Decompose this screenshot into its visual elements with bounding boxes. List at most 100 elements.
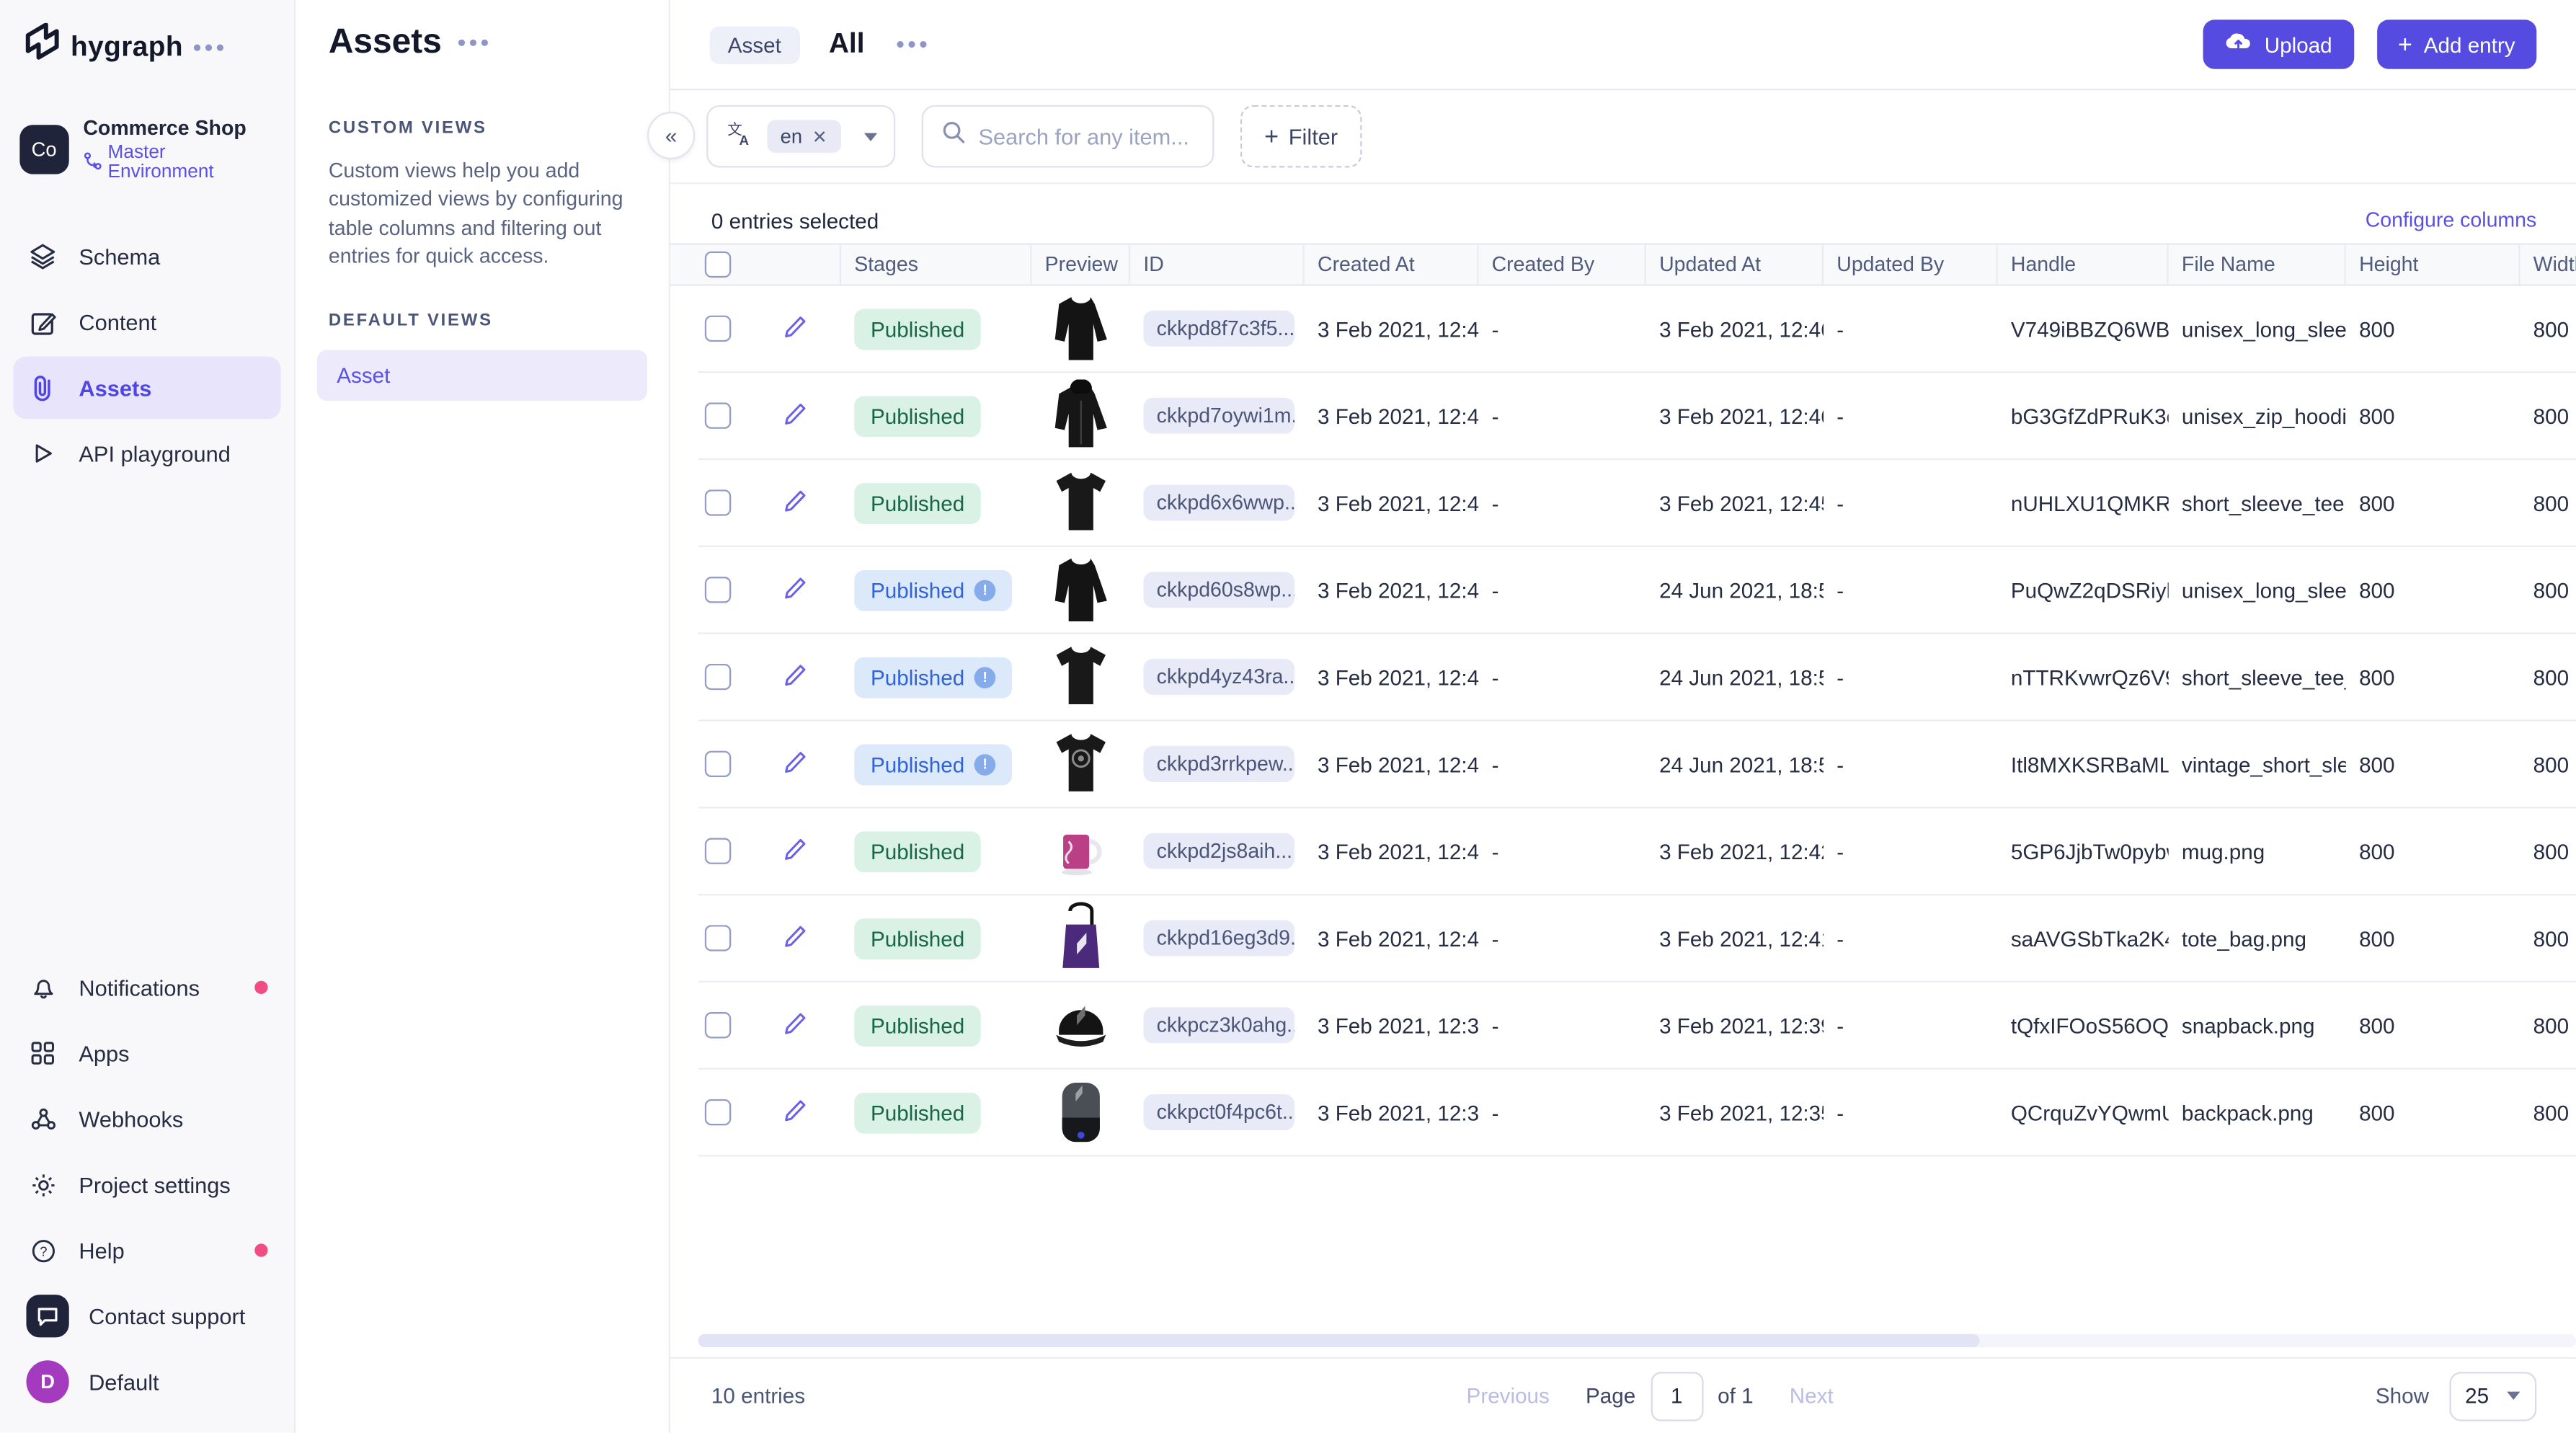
sidebar-item-user[interactable]: D Default bbox=[13, 1351, 281, 1414]
project-switcher[interactable]: Co Commerce Shop Master Environment bbox=[0, 117, 294, 182]
edit-cell[interactable] bbox=[747, 923, 841, 954]
workspace-menu-dots-icon[interactable] bbox=[195, 43, 225, 50]
edit-cell[interactable] bbox=[747, 835, 841, 866]
sidebar-item-apps[interactable]: Apps bbox=[13, 1022, 281, 1085]
header-width[interactable]: Width bbox=[2520, 245, 2576, 285]
row-checkbox[interactable] bbox=[704, 838, 732, 864]
header-file-name[interactable]: File Name bbox=[2169, 244, 2346, 285]
default-view-asset[interactable]: Asset bbox=[316, 350, 648, 401]
next-button[interactable]: Next bbox=[1789, 1383, 1834, 1408]
id-chip[interactable]: ckkpd3rrkpew... bbox=[1143, 745, 1295, 782]
id-chip[interactable]: ckkpct0f4pc6t... bbox=[1143, 1094, 1295, 1131]
add-entry-button[interactable]: + Add entry bbox=[2376, 19, 2537, 69]
sidebar-item-schema[interactable]: Schema bbox=[13, 225, 281, 288]
edit-cell[interactable] bbox=[747, 1096, 841, 1127]
environment-link[interactable]: Master Environment bbox=[83, 143, 274, 182]
sidebar-item-help[interactable]: ? Help bbox=[13, 1219, 281, 1282]
row-checkbox[interactable] bbox=[704, 489, 732, 516]
asset-preview[interactable] bbox=[1045, 641, 1117, 713]
horizontal-scrollbar[interactable] bbox=[698, 1334, 2576, 1348]
table-row[interactable]: Published! ckkpd60s8wp... 3 Feb 2021, 12 bbox=[698, 547, 2576, 634]
table-row[interactable]: Published! ckkpct0f4pc6t... 3 Feb 2021, bbox=[698, 1070, 2576, 1157]
sidebar-item-contact-support[interactable]: Contact support bbox=[13, 1285, 281, 1347]
row-checkbox[interactable] bbox=[704, 577, 732, 603]
layers-icon bbox=[26, 241, 59, 271]
row-checkbox[interactable] bbox=[704, 750, 732, 778]
locale-chip[interactable]: en ✕ bbox=[767, 120, 841, 153]
table-row[interactable]: Published! ckkpcz3k0ahg... 3 Feb 2021, 1 bbox=[698, 982, 2576, 1070]
edit-cell[interactable] bbox=[747, 574, 841, 605]
row-checkbox[interactable] bbox=[704, 925, 732, 951]
header-updated-at[interactable]: Updated At bbox=[1646, 244, 1824, 285]
id-chip[interactable]: ckkpd4yz43ra... bbox=[1143, 658, 1295, 696]
edit-cell[interactable] bbox=[747, 313, 841, 344]
table-row[interactable]: Published! ckkpd16eg3d9... 3 Feb 2021, 1 bbox=[698, 895, 2576, 983]
asset-preview[interactable] bbox=[1045, 293, 1117, 365]
page-size-select[interactable]: 25 bbox=[2448, 1371, 2537, 1421]
view-menu-dots-icon[interactable] bbox=[897, 40, 928, 48]
sidebar-item-webhooks[interactable]: Webhooks bbox=[13, 1088, 281, 1150]
edit-cell[interactable] bbox=[747, 400, 841, 431]
asset-preview[interactable] bbox=[1045, 379, 1117, 452]
asset-preview[interactable] bbox=[1045, 989, 1117, 1061]
id-chip[interactable]: ckkpd6x6wwp... bbox=[1143, 484, 1295, 521]
sidebar-item-content[interactable]: Content bbox=[13, 290, 281, 353]
edit-cell[interactable] bbox=[747, 1010, 841, 1041]
page-input[interactable] bbox=[1650, 1371, 1703, 1421]
row-checkbox[interactable] bbox=[704, 402, 732, 429]
id-chip[interactable]: ckkpd2js8aih... bbox=[1143, 833, 1295, 869]
header-preview[interactable]: Preview bbox=[1031, 244, 1131, 285]
header-created-by[interactable]: Created By bbox=[1478, 244, 1646, 285]
views-menu-dots-icon[interactable] bbox=[458, 39, 488, 46]
previous-button[interactable]: Previous bbox=[1466, 1383, 1550, 1408]
header-id[interactable]: ID bbox=[1130, 244, 1305, 285]
id-chip[interactable]: ckkpd16eg3d9... bbox=[1143, 920, 1295, 957]
select-all-checkbox[interactable] bbox=[704, 251, 732, 278]
filter-button[interactable]: + Filter bbox=[1239, 105, 1363, 168]
edit-cell[interactable] bbox=[747, 487, 841, 518]
table-row[interactable]: Published! ckkpd6x6wwp... 3 Feb 2021, 12 bbox=[698, 460, 2576, 548]
table-row[interactable]: Published! ckkpd3rrkpew... 3 Feb 2021, 1 bbox=[698, 722, 2576, 809]
id-chip[interactable]: ckkpd8f7c3f5... bbox=[1143, 310, 1295, 347]
asset-preview[interactable] bbox=[1045, 466, 1117, 538]
row-checkbox[interactable] bbox=[704, 1099, 732, 1126]
table-row[interactable]: Published! ckkpd4yz43ra... 3 Feb 2021, 1 bbox=[698, 634, 2576, 722]
header-created-at[interactable]: Created At bbox=[1305, 244, 1479, 285]
header-height[interactable]: Height bbox=[2346, 244, 2521, 285]
created-by-cell: - bbox=[1491, 490, 1499, 515]
help-dot bbox=[254, 1243, 268, 1257]
header-stages[interactable]: Stages bbox=[841, 244, 1032, 285]
collapse-panel-button[interactable]: « bbox=[647, 111, 696, 160]
edit-cell[interactable] bbox=[747, 661, 841, 692]
id-chip[interactable]: ckkpd7oywi1m... bbox=[1143, 397, 1295, 434]
asset-preview[interactable] bbox=[1045, 1076, 1117, 1148]
table-row[interactable]: Published! ckkpd2js8aih... 3 Feb 2021, 1 bbox=[698, 808, 2576, 896]
edit-cell[interactable] bbox=[747, 748, 841, 779]
table-row[interactable]: Published! ckkpd7oywi1m... 3 Feb 2021, 1 bbox=[698, 373, 2576, 461]
header-handle[interactable]: Handle bbox=[1998, 244, 2169, 285]
id-chip[interactable]: ckkpcz3k0ahg... bbox=[1143, 1007, 1295, 1044]
header-updated-by[interactable]: Updated By bbox=[1824, 244, 1998, 285]
remove-locale-icon[interactable]: ✕ bbox=[812, 127, 827, 147]
id-chip[interactable]: ckkpd60s8wp... bbox=[1143, 572, 1295, 608]
row-checkbox[interactable] bbox=[704, 1012, 732, 1039]
asset-preview[interactable] bbox=[1045, 902, 1117, 974]
scrollbar-thumb[interactable] bbox=[698, 1334, 1980, 1348]
sidebar-item-project-settings[interactable]: Project settings bbox=[13, 1153, 281, 1216]
asset-preview[interactable] bbox=[1045, 554, 1117, 626]
row-checkbox[interactable] bbox=[704, 663, 732, 691]
model-chip[interactable]: Asset bbox=[709, 25, 799, 63]
sidebar-item-assets[interactable]: Assets bbox=[13, 356, 281, 420]
upload-button[interactable]: Upload bbox=[2203, 19, 2354, 69]
configure-columns-link[interactable]: Configure columns bbox=[2365, 208, 2537, 232]
row-checkbox[interactable] bbox=[704, 315, 732, 342]
table-row[interactable]: Published! ckkpd8f7c3f5... 3 Feb 2021, 1 bbox=[698, 286, 2576, 373]
handle-cell: PuQwZ2qDSRiybY bbox=[2010, 577, 2169, 603]
sidebar-item-api-playground[interactable]: API playground bbox=[13, 422, 281, 485]
updated-by-cell: - bbox=[1836, 403, 1844, 428]
search-input[interactable] bbox=[978, 124, 1194, 149]
sidebar-item-notifications[interactable]: Notifications bbox=[13, 957, 281, 1019]
asset-preview[interactable] bbox=[1045, 815, 1117, 887]
asset-preview[interactable] bbox=[1045, 728, 1117, 800]
